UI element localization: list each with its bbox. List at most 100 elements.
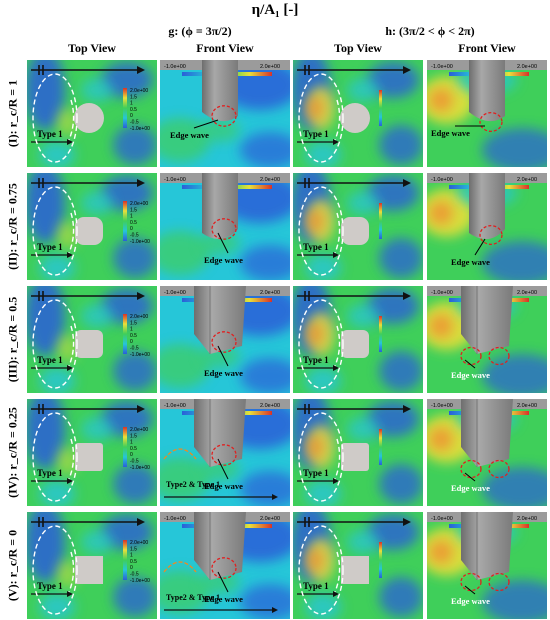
edge-wave-label: Edge wave xyxy=(451,483,490,493)
type1-label: Type 1 xyxy=(303,581,329,591)
structure-body xyxy=(461,286,513,354)
view-label-top-h: Top View xyxy=(334,41,382,55)
edge-wave-pointer xyxy=(217,232,229,254)
type1-label: Type 1 xyxy=(303,355,329,365)
type2-region-arc xyxy=(163,448,197,460)
colorbar-tick-label: 0.5 xyxy=(130,559,137,565)
top-view-panel: Type 1 2.0e+00 1.5 1 0.5 0 -0.5 -1.0e+00 xyxy=(27,512,157,619)
edge-wave-label: Edge wave xyxy=(204,594,243,604)
bottom-arrow xyxy=(164,494,278,500)
structure-shape xyxy=(75,556,103,584)
bottom-arrow xyxy=(31,365,73,371)
bottom-arrow xyxy=(297,478,339,484)
colorbar-vertical xyxy=(379,203,382,239)
colorbar-tick-label: 0 xyxy=(130,113,133,119)
edge-wave-label: Edge wave xyxy=(451,370,490,380)
colorbar-tick-label: 2.0e+00 xyxy=(130,540,148,546)
colorbar-tick-label: -1.0e+00 xyxy=(130,126,150,132)
colorbar-tick-label: 2.0e+00 xyxy=(130,201,148,207)
colorbar-vertical xyxy=(123,314,127,354)
row-label: (V): r_c/R = 0 xyxy=(5,529,20,601)
wave-crest-line xyxy=(68,99,75,141)
type1-label: Type 1 xyxy=(37,129,63,139)
edge-wave-label: Edge wave xyxy=(451,257,490,267)
wave-direction-arrow xyxy=(297,291,411,301)
type1-region-ellipse xyxy=(298,73,344,163)
type1-label: Type 1 xyxy=(303,468,329,478)
edge-wave-label: Edge wave xyxy=(170,130,209,140)
colorbar-tick-label: 0 xyxy=(130,565,133,571)
colorbar-tick-label: 2.0e+00 xyxy=(260,403,280,409)
view-label-front-g: Front View xyxy=(196,41,254,55)
structure-shape xyxy=(75,443,103,471)
colorbar-tick-label: -1.0e+00 xyxy=(431,290,453,296)
top-view-plot: Type 1 2.0e+001.510.50-0.5-1.0e+00 xyxy=(27,512,157,619)
type1-label: Type 1 xyxy=(37,355,63,365)
structure-shape xyxy=(341,217,369,245)
bottom-arrow xyxy=(164,607,278,613)
type2-type1-label: Type2 & Type 1 xyxy=(166,593,220,602)
colorbar-tick-label: -0.5 xyxy=(130,120,139,126)
bottom-arrow xyxy=(31,591,73,597)
bottom-arrow xyxy=(31,478,73,484)
colorbar-tick-label: 1 xyxy=(130,214,133,220)
edge-wave-pointer xyxy=(217,345,229,367)
colorbar-tick-label: 2.0e+00 xyxy=(260,290,280,296)
group-label-g: g: (ϕ = 3π/2) xyxy=(168,24,232,38)
view-label-front-h: Front View xyxy=(458,41,516,55)
colorbar-tick-label: 2.0e+00 xyxy=(130,427,148,433)
top-view-panel: Type 1 2.0e+00 1.5 1 0.5 0 -0.5 -1.0e+00 xyxy=(27,399,157,506)
row-label: (IV): r_c/R = 0.25 xyxy=(5,406,20,498)
colorbar-vertical xyxy=(123,88,127,128)
colorbar-tick-label: -1.0e+00 xyxy=(164,64,186,70)
structure-shape xyxy=(340,103,370,133)
wave-crest-line xyxy=(68,438,75,480)
wave-crest-line xyxy=(334,551,341,593)
top-view-plot: Type 1 xyxy=(293,173,423,280)
type1-region-ellipse xyxy=(298,186,344,276)
edge-wave-pointer xyxy=(217,458,229,480)
edge-wave-circle xyxy=(488,572,510,592)
structure-shape xyxy=(75,217,103,245)
colorbar-tick-label: -1.0e+00 xyxy=(130,239,150,245)
colorbar-tick-label: 0 xyxy=(130,226,133,232)
type1-region-ellipse xyxy=(32,525,78,615)
top-view-panel: Type 1 2.0e+00 1.5 1 0.5 0 -0.5 -1.0e+00 xyxy=(27,173,157,280)
colorbar-tick-label: 0 xyxy=(130,339,133,345)
structure-body xyxy=(202,173,238,240)
type1-region-ellipse xyxy=(32,299,78,389)
colorbar-tick-label: -1.0e+00 xyxy=(130,465,150,471)
wave-direction-arrow xyxy=(31,404,145,414)
edge-wave-label: Edge wave xyxy=(431,128,470,138)
colorbar-vertical xyxy=(123,201,127,241)
colorbar-tick-label: 2.0e+00 xyxy=(260,64,280,70)
row-label: (II): r_c/R = 0.75 xyxy=(5,182,20,270)
top-view-panel: Type 1 xyxy=(293,173,423,280)
colorbar-tick-label: 2.0e+00 xyxy=(517,403,537,409)
type2-type1-label: Type2 & Type 1 xyxy=(166,480,220,489)
wave-direction-arrow xyxy=(297,65,411,75)
colorbar-tick-label: -1.0e+00 xyxy=(164,403,186,409)
edge-wave-circle xyxy=(460,572,482,592)
wave-crest-line xyxy=(334,212,341,254)
colorbar-tick-label: -1.0e+00 xyxy=(164,177,186,183)
bottom-arrow xyxy=(297,139,339,145)
wave-direction-arrow xyxy=(297,517,411,527)
colorbar-tick-label: -1.0e+00 xyxy=(164,290,186,296)
colorbar-tick-label: 1 xyxy=(130,440,133,446)
top-view-panel: Type 1 2.0e+00 1.5 1 0.5 0 -0.5 -1.0e+00 xyxy=(27,286,157,393)
edge-wave-label: Edge wave xyxy=(451,596,490,606)
type1-region-ellipse xyxy=(298,525,344,615)
type1-label: Type 1 xyxy=(37,468,63,478)
